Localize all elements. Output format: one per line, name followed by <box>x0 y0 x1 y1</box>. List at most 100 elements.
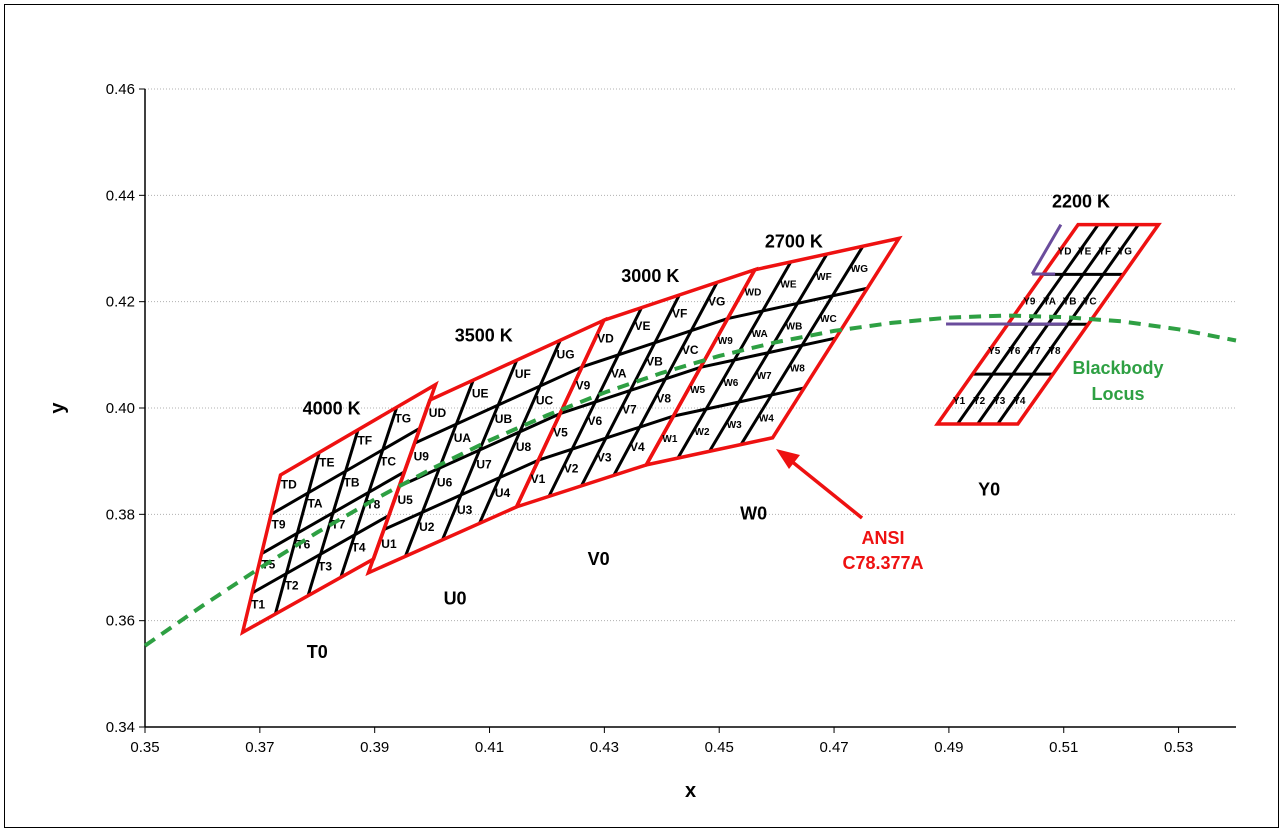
cell-label: Y6 <box>1008 346 1021 357</box>
cell-label: VB <box>646 355 663 369</box>
cell-label: U9 <box>414 450 430 464</box>
cell-label: V5 <box>553 425 568 439</box>
cell-label: WD <box>745 287 762 298</box>
cell-label: U8 <box>516 440 532 454</box>
quadrangle-border <box>642 235 903 468</box>
cct-label: 2700 K <box>765 231 823 251</box>
x-tick-label: 0.45 <box>705 739 734 756</box>
zone-label: V0 <box>588 549 610 569</box>
ansi-label: ANSI <box>861 528 904 548</box>
cell-label: WB <box>786 321 803 332</box>
zone-label: Y0 <box>978 480 1000 500</box>
x-tick-label: 0.37 <box>245 739 274 756</box>
cct-label: 2200 K <box>1052 192 1110 212</box>
cell-label: TD <box>281 478 297 492</box>
cell-label: T4 <box>352 541 366 555</box>
zone-label: W0 <box>740 504 767 524</box>
quad-grid-line <box>727 286 868 321</box>
ansi-arrow-head <box>776 449 800 469</box>
cell-label: VC <box>682 343 699 357</box>
x-tick-label: 0.43 <box>590 739 619 756</box>
cell-label: W8 <box>790 364 805 375</box>
cell-label: U2 <box>419 520 435 534</box>
quad-grid-line <box>478 339 562 524</box>
y-tick-label: 0.40 <box>106 400 135 417</box>
cell-label: T9 <box>272 518 286 532</box>
cell-label: W4 <box>759 413 774 424</box>
x-tick-label: 0.51 <box>1049 739 1078 756</box>
x-tick-label: 0.49 <box>934 739 963 756</box>
cell-label: V3 <box>597 451 612 465</box>
x-tick-label: 0.39 <box>360 739 389 756</box>
x-tick-label: 0.47 <box>819 739 848 756</box>
quad-grid-line <box>581 317 729 369</box>
cell-label: VD <box>597 331 614 345</box>
cell-label: W9 <box>718 336 733 347</box>
cell-label: VG <box>708 294 725 308</box>
chart-frame <box>4 4 1279 828</box>
cell-label: UA <box>454 431 472 445</box>
quad-grid-line <box>270 426 421 516</box>
cell-label: W1 <box>662 434 677 445</box>
cell-label: TG <box>394 411 411 425</box>
y-tick-label: 0.42 <box>106 294 135 311</box>
y-axis-title: y <box>47 402 69 414</box>
cell-label: T2 <box>285 578 299 592</box>
cell-label: YB <box>1063 296 1077 307</box>
cell-label: W5 <box>690 385 705 396</box>
cell-label: U6 <box>437 475 453 489</box>
quad-grid-line <box>559 365 702 416</box>
cell-label: V7 <box>622 403 637 417</box>
cell-label: TB <box>344 476 360 490</box>
cell-label: UF <box>515 367 531 381</box>
quadrangle-border <box>934 222 1162 426</box>
cell-label: YE <box>1078 246 1092 257</box>
cell-label: V1 <box>531 472 546 486</box>
cell-label: Y7 <box>1028 346 1041 357</box>
cell-label: UE <box>472 386 489 400</box>
cell-label: Y2 <box>973 396 986 407</box>
cell-label: W3 <box>727 420 742 431</box>
quad-grid-line <box>612 281 719 477</box>
quad-grid-line <box>700 336 837 369</box>
cell-label: Y4 <box>1013 396 1026 407</box>
cell-label: YA <box>1043 296 1056 307</box>
cell-label: UD <box>429 406 447 420</box>
cell-label: UG <box>557 347 575 361</box>
cell-label: VF <box>672 307 687 321</box>
blackbody-label: Blackbody <box>1072 358 1163 378</box>
cell-label: V6 <box>588 414 603 428</box>
cell-label: YD <box>1058 246 1072 257</box>
x-tick-label: 0.41 <box>475 739 504 756</box>
y-tick-label: 0.38 <box>106 506 135 523</box>
cell-label: TA <box>307 497 322 511</box>
cell-label: U5 <box>397 493 413 507</box>
cell-label: U7 <box>476 458 492 472</box>
y-tick-label: 0.36 <box>106 613 135 630</box>
blackbody-label: Locus <box>1091 384 1144 404</box>
cell-label: WG <box>851 264 868 275</box>
cell-label: Y9 <box>1023 296 1036 307</box>
cell-label: VE <box>635 319 651 333</box>
y-tick-label: 0.46 <box>106 81 135 98</box>
cell-label: WC <box>820 314 837 325</box>
cell-label: V2 <box>564 461 579 475</box>
cell-label: V4 <box>630 440 645 454</box>
blackbody-locus-line <box>143 313 1237 648</box>
cell-label: Y3 <box>993 396 1006 407</box>
quadrangle-border <box>239 380 439 636</box>
cell-label: T1 <box>251 597 265 611</box>
cell-label: W7 <box>757 371 772 382</box>
cct-label: 3000 K <box>621 266 679 286</box>
cell-label: U1 <box>381 537 397 551</box>
cell-label: W6 <box>723 378 738 389</box>
x-tick-label: 0.53 <box>1164 739 1193 756</box>
quad-grid-line <box>398 412 561 488</box>
cell-label: Y5 <box>988 346 1001 357</box>
cell-label: UB <box>495 412 513 426</box>
cell-label: WA <box>752 329 768 340</box>
cell-label: TF <box>357 434 372 448</box>
cct-label: 4000 K <box>303 398 361 418</box>
cell-label: TE <box>319 456 334 470</box>
